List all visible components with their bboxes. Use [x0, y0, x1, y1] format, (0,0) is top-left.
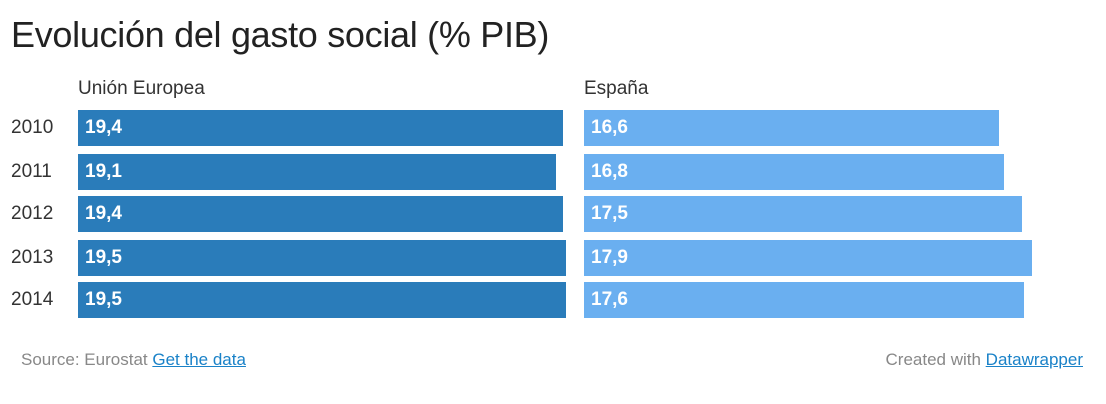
bar: 19,4 [78, 196, 564, 232]
bar: 19,4 [78, 110, 564, 146]
bar-value-label: 19,4 [85, 203, 122, 224]
source-label: Source: Eurostat [21, 350, 148, 369]
bar-value-label: 19,5 [85, 289, 122, 310]
bar: 17,6 [584, 282, 1025, 318]
year-label: 2012 [11, 203, 54, 224]
bar-value-label: 19,5 [85, 247, 122, 268]
chart-title: Evolución del gasto social (% PIB) [11, 14, 550, 55]
bar-value-label: 17,6 [591, 289, 628, 310]
panel-label: España [584, 78, 649, 99]
year-label: 2014 [11, 289, 54, 310]
bar: 17,5 [584, 196, 1022, 232]
year-label: 2010 [11, 117, 54, 138]
get-the-data-link[interactable]: Get the data [152, 350, 246, 369]
bar-value-label: 17,5 [591, 203, 628, 224]
year-label: 2013 [11, 247, 54, 268]
bar-value-label: 19,4 [85, 117, 122, 138]
bar-value-label: 16,6 [591, 117, 628, 138]
bar-value-label: 19,1 [85, 161, 122, 182]
bar: 16,8 [584, 154, 1005, 190]
bar: 19,5 [78, 240, 566, 276]
bar: 16,6 [584, 110, 1000, 146]
credit-note: Created with Datawrapper [886, 350, 1084, 370]
created-with-label: Created with [885, 350, 981, 369]
year-label: 2011 [11, 161, 52, 182]
datawrapper-link[interactable]: Datawrapper [985, 350, 1083, 369]
bar-value-label: 16,8 [591, 161, 628, 182]
bar-value-label: 17,9 [591, 247, 628, 268]
bar: 19,1 [78, 154, 556, 190]
bar: 17,9 [584, 240, 1032, 276]
bar: 19,5 [78, 282, 566, 318]
source-note: Source: Eurostat Get the data [21, 350, 246, 370]
panel-label: Unión Europea [78, 78, 205, 99]
